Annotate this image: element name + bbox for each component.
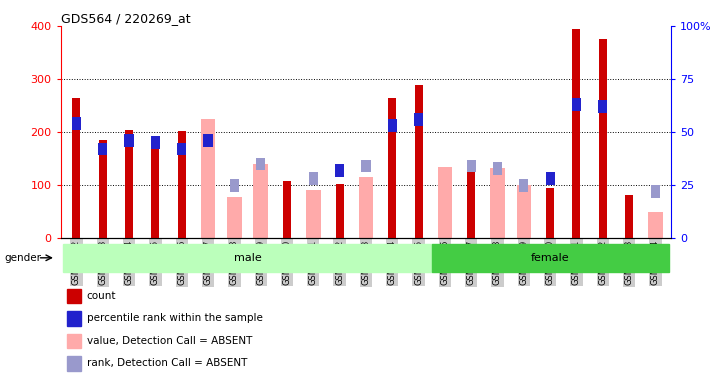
Bar: [572, 98, 581, 111]
Bar: [230, 179, 239, 192]
Bar: [336, 184, 343, 238]
Text: rank, Detection Call = ABSENT: rank, Detection Call = ABSENT: [87, 358, 247, 368]
Bar: [73, 98, 81, 238]
Bar: [650, 185, 660, 198]
Bar: [519, 179, 528, 192]
Text: count: count: [87, 291, 116, 301]
Bar: [201, 119, 216, 238]
Bar: [283, 182, 291, 238]
Bar: [335, 164, 344, 177]
Text: male: male: [233, 253, 261, 263]
Bar: [67, 356, 81, 370]
Bar: [64, 244, 432, 272]
Bar: [358, 177, 373, 238]
Bar: [256, 158, 266, 170]
Bar: [177, 143, 186, 156]
Bar: [438, 166, 452, 238]
Bar: [648, 211, 663, 238]
Bar: [516, 185, 531, 238]
Bar: [466, 160, 476, 172]
Bar: [151, 143, 159, 238]
Bar: [67, 311, 81, 326]
Bar: [99, 140, 107, 238]
Text: GDS564 / 220269_at: GDS564 / 220269_at: [61, 12, 191, 25]
Bar: [361, 160, 371, 172]
Bar: [573, 29, 580, 238]
Bar: [308, 172, 318, 185]
Bar: [178, 130, 186, 238]
Bar: [599, 39, 607, 238]
Bar: [306, 190, 321, 238]
Text: gender: gender: [5, 253, 42, 263]
Bar: [625, 195, 633, 238]
Bar: [203, 134, 213, 147]
Bar: [388, 120, 397, 132]
Bar: [253, 164, 268, 238]
Bar: [546, 188, 554, 238]
Bar: [432, 244, 668, 272]
Text: value, Detection Call = ABSENT: value, Detection Call = ABSENT: [87, 336, 252, 346]
Bar: [72, 117, 81, 130]
Bar: [67, 334, 81, 348]
Bar: [493, 162, 502, 175]
Bar: [388, 98, 396, 238]
Bar: [125, 129, 133, 238]
Bar: [415, 84, 423, 238]
Text: percentile rank within the sample: percentile rank within the sample: [87, 313, 263, 323]
Bar: [124, 134, 134, 147]
Bar: [151, 136, 160, 149]
Bar: [491, 168, 505, 238]
Bar: [545, 172, 555, 185]
Bar: [467, 168, 475, 238]
Bar: [414, 113, 423, 126]
Bar: [99, 143, 107, 156]
Text: female: female: [531, 253, 570, 263]
Bar: [598, 100, 608, 113]
Bar: [227, 197, 241, 238]
Bar: [67, 289, 81, 303]
